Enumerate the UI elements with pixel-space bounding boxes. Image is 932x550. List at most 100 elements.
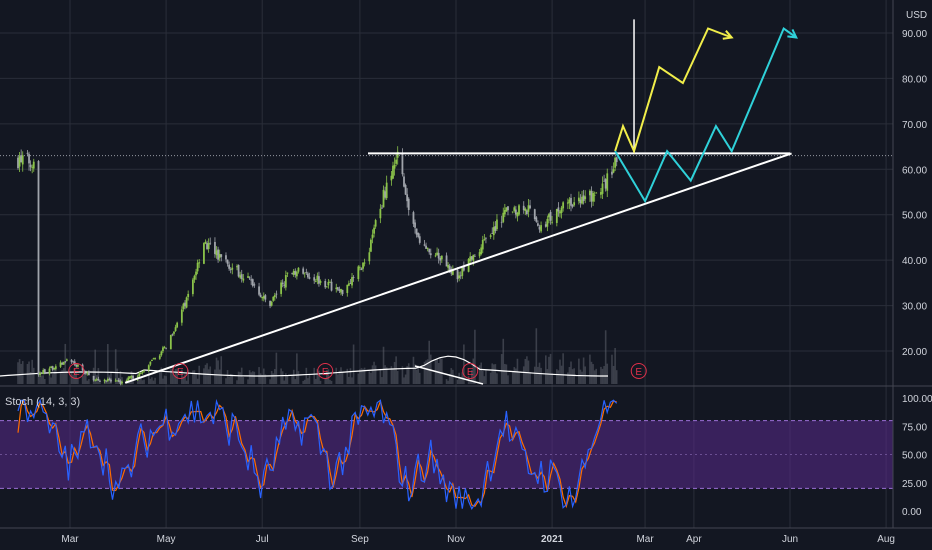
candle-body	[363, 262, 366, 264]
volume-bar	[415, 369, 418, 384]
volume-bar	[247, 379, 249, 384]
volume-bar	[316, 369, 319, 384]
candle-body	[412, 212, 415, 224]
volume-bar	[84, 370, 87, 384]
projection-yellow	[614, 27, 733, 154]
candle-body	[426, 247, 429, 249]
candle-body	[313, 277, 316, 281]
candle-body	[379, 208, 382, 219]
candle-body	[327, 281, 330, 286]
volume-bar	[341, 371, 344, 384]
candle-body	[614, 157, 617, 168]
volume-bar	[259, 373, 262, 384]
volume-bar	[107, 344, 109, 384]
volume-bar	[429, 354, 432, 384]
candle-body	[514, 209, 517, 215]
candle-body	[152, 358, 155, 360]
candle-body	[284, 275, 287, 288]
volume-bar	[493, 364, 495, 384]
candle-body	[28, 154, 30, 164]
volume-bar	[149, 378, 152, 384]
volume-bar	[447, 380, 449, 384]
volume-bar	[507, 375, 509, 384]
volume-bar	[171, 368, 174, 384]
candle-body	[335, 287, 338, 290]
volume-bar	[478, 365, 481, 384]
candle-body	[445, 255, 448, 267]
candle-body	[141, 371, 144, 373]
time-tick-label: Aug	[877, 534, 895, 545]
volume-bar	[251, 371, 254, 384]
volume-bar	[217, 360, 219, 384]
candle-body	[401, 153, 404, 175]
volume-bar	[578, 358, 580, 384]
volume-bar	[593, 370, 596, 384]
candle-body	[169, 334, 172, 350]
volume-bar	[297, 371, 300, 384]
candle-body	[53, 368, 56, 370]
candle-body	[568, 199, 571, 204]
projection-yellow-arrowhead	[722, 30, 734, 40]
volume-bar	[236, 380, 238, 384]
volume-bar	[181, 369, 183, 384]
candle-body	[214, 241, 216, 254]
volume-bar	[66, 370, 68, 384]
candle-body	[306, 273, 309, 278]
candle-body	[125, 379, 128, 382]
candle-body	[303, 272, 306, 274]
volume-bar	[606, 363, 609, 384]
volume-bar	[441, 358, 443, 384]
volume-bar	[17, 362, 19, 384]
candle-body	[280, 282, 283, 294]
volume-bar	[119, 371, 122, 384]
volume-bar	[456, 379, 459, 384]
volume-bar	[401, 366, 404, 384]
volume-bar	[604, 330, 607, 384]
price-tick-label: 30.00	[902, 302, 927, 313]
volume-bar	[463, 344, 465, 384]
volume-bar	[418, 372, 421, 384]
volume-bar	[31, 359, 33, 384]
volume-bar	[29, 372, 32, 384]
stoch-indicator-title[interactable]: Stoch (14, 3, 3)	[5, 396, 80, 408]
price-tick-label: 50.00	[902, 211, 927, 222]
candle-body	[604, 179, 607, 189]
volume-bar	[425, 360, 427, 384]
candle-body	[139, 373, 142, 375]
candle-body	[62, 361, 65, 365]
candle-body	[513, 207, 516, 211]
candle-body	[459, 275, 462, 277]
candle-body	[555, 209, 558, 223]
candle-body	[316, 275, 319, 281]
candle-body	[258, 286, 260, 295]
candle-body	[132, 375, 134, 379]
candle-body	[440, 255, 443, 260]
candle-body	[39, 372, 41, 375]
candle-body	[570, 197, 572, 206]
volume-bar	[88, 379, 90, 384]
volume-bar	[154, 377, 156, 384]
volume-bar	[114, 349, 117, 384]
volume-bars	[0, 328, 618, 384]
earnings-marker	[172, 363, 189, 379]
volume-bar	[437, 363, 440, 384]
earnings-marker-label: E	[177, 367, 184, 378]
time-tick-label: Apr	[686, 534, 702, 545]
candle-body	[292, 270, 295, 275]
earnings-marker-label: E	[73, 367, 80, 378]
candle-body	[349, 283, 352, 285]
volume-bar	[51, 374, 54, 384]
candle-body	[518, 205, 520, 215]
volume-bar	[513, 367, 516, 384]
candle-body	[324, 280, 327, 288]
volume-bar	[459, 377, 462, 384]
candle-body	[209, 242, 212, 244]
candle-body	[203, 243, 205, 264]
projection-cyan	[614, 26, 797, 204]
candle-body	[525, 210, 528, 215]
volume-bar	[373, 361, 375, 384]
candle-body	[73, 361, 76, 365]
volume-bar	[612, 365, 615, 384]
volume-bar	[368, 371, 371, 384]
